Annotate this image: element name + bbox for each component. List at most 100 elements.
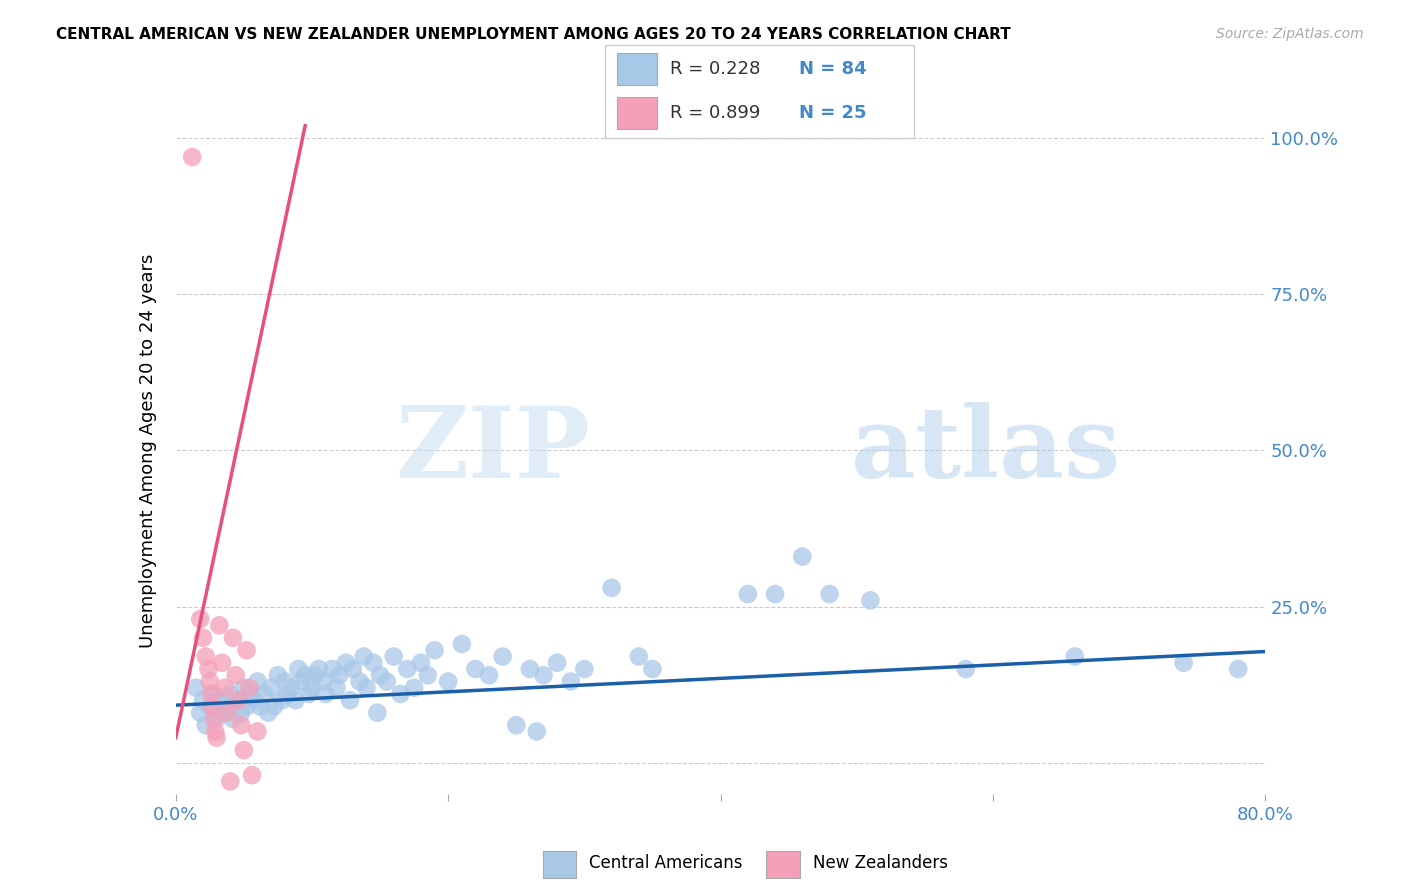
Point <box>763 587 786 601</box>
Point <box>257 706 280 720</box>
Point <box>243 693 266 707</box>
Point <box>205 712 228 726</box>
Point <box>197 662 219 676</box>
Point <box>335 656 357 670</box>
Point <box>404 681 426 695</box>
Point <box>191 631 214 645</box>
Point <box>219 774 242 789</box>
Point <box>396 662 419 676</box>
Text: R = 0.899: R = 0.899 <box>669 104 759 122</box>
Point <box>222 712 245 726</box>
FancyBboxPatch shape <box>617 97 657 129</box>
Point <box>818 587 841 601</box>
Point <box>342 662 364 676</box>
Point <box>1227 662 1250 676</box>
Point <box>492 649 515 664</box>
Point <box>267 668 290 682</box>
Point <box>198 674 221 689</box>
Point <box>208 618 231 632</box>
Point <box>208 693 231 707</box>
Point <box>253 687 276 701</box>
Point <box>321 662 343 676</box>
FancyBboxPatch shape <box>766 851 800 878</box>
Point <box>181 150 204 164</box>
Text: atlas: atlas <box>852 402 1122 499</box>
Point <box>191 693 214 707</box>
Point <box>249 699 271 714</box>
Point <box>349 674 371 689</box>
Point <box>232 681 254 695</box>
Text: Source: ZipAtlas.com: Source: ZipAtlas.com <box>1216 27 1364 41</box>
Point <box>235 699 257 714</box>
Point <box>641 662 664 676</box>
Point <box>219 687 242 701</box>
Point <box>546 656 568 670</box>
Point <box>211 656 233 670</box>
Point <box>368 668 391 682</box>
Point <box>232 743 254 757</box>
Point <box>284 693 307 707</box>
Point <box>280 681 302 695</box>
Point <box>260 681 283 695</box>
Point <box>194 649 217 664</box>
Point <box>792 549 814 564</box>
Point <box>505 718 527 732</box>
Text: R = 0.228: R = 0.228 <box>669 60 759 78</box>
Point <box>519 662 541 676</box>
Point <box>214 681 236 695</box>
Point <box>353 649 375 664</box>
Point <box>194 718 217 732</box>
Point <box>366 706 388 720</box>
Point <box>226 693 249 707</box>
Point <box>238 681 260 695</box>
Point <box>1063 649 1085 664</box>
Point <box>235 643 257 657</box>
Point <box>201 699 224 714</box>
Point <box>231 706 253 720</box>
Point <box>1173 656 1195 670</box>
Point <box>246 724 269 739</box>
Point <box>222 631 245 645</box>
Point <box>416 668 439 682</box>
Point <box>308 662 330 676</box>
Point <box>276 687 298 701</box>
FancyBboxPatch shape <box>617 53 657 85</box>
Point <box>188 612 211 626</box>
Point <box>312 674 335 689</box>
Point <box>339 693 361 707</box>
Point <box>600 581 623 595</box>
Point <box>560 674 582 689</box>
Point <box>188 706 211 720</box>
Point <box>737 587 759 601</box>
Point <box>231 718 253 732</box>
Point <box>301 681 323 695</box>
Point <box>263 699 285 714</box>
Point <box>450 637 472 651</box>
Point <box>298 687 321 701</box>
Point <box>423 643 446 657</box>
Point <box>955 662 977 676</box>
Point <box>200 687 222 701</box>
Point <box>240 768 263 782</box>
Point <box>217 699 239 714</box>
Text: New Zealanders: New Zealanders <box>813 854 948 872</box>
Point <box>202 687 225 701</box>
Point <box>239 687 262 701</box>
Point <box>437 674 460 689</box>
Point <box>274 674 297 689</box>
Text: CENTRAL AMERICAN VS NEW ZEALANDER UNEMPLOYMENT AMONG AGES 20 TO 24 YEARS CORRELA: CENTRAL AMERICAN VS NEW ZEALANDER UNEMPL… <box>56 27 1011 42</box>
Text: ZIP: ZIP <box>395 402 591 499</box>
Text: N = 25: N = 25 <box>800 104 868 122</box>
Point <box>526 724 548 739</box>
Point <box>304 668 326 682</box>
Point <box>627 649 650 664</box>
Point <box>361 656 384 670</box>
Point <box>356 681 378 695</box>
Point <box>382 649 405 664</box>
Point <box>859 593 882 607</box>
Y-axis label: Unemployment Among Ages 20 to 24 years: Unemployment Among Ages 20 to 24 years <box>139 253 157 648</box>
Point <box>204 724 226 739</box>
Point <box>246 674 269 689</box>
Point <box>212 706 235 720</box>
Point <box>389 687 412 701</box>
